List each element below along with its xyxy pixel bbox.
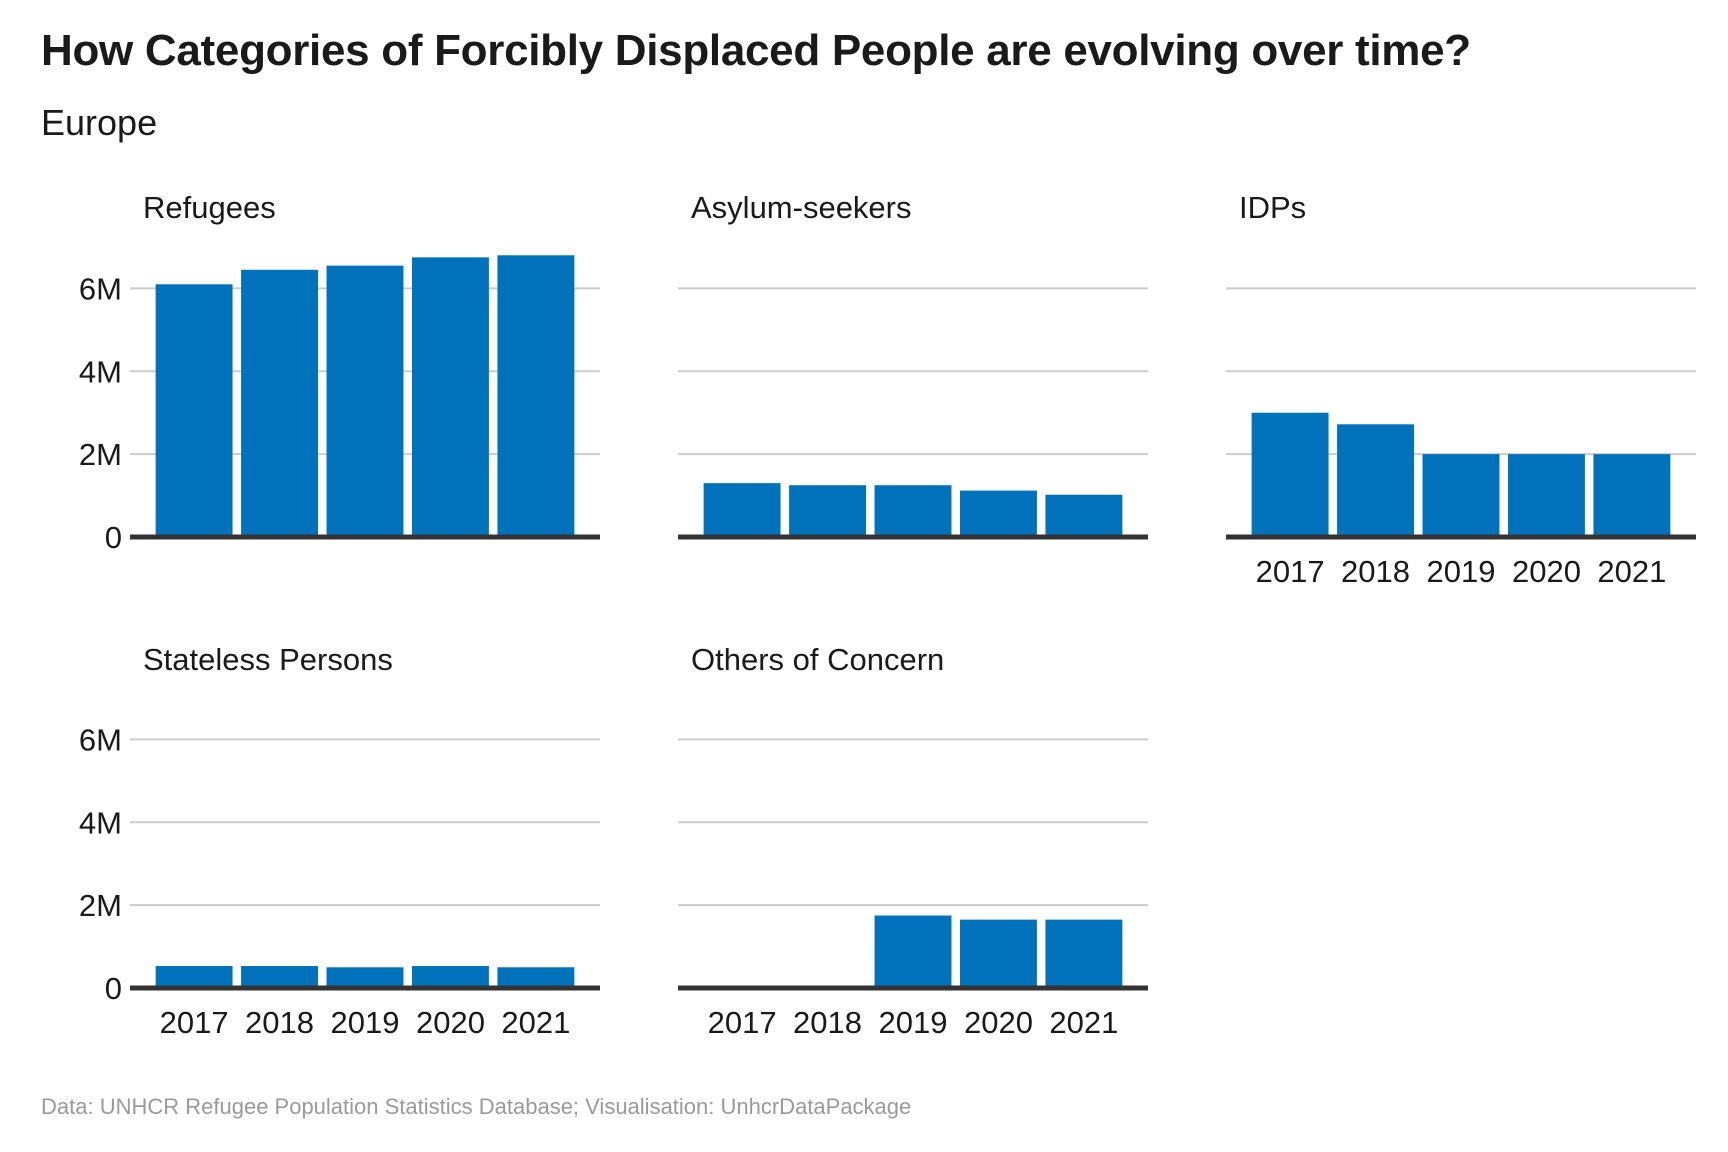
bar-idps-2020 <box>1508 454 1585 537</box>
bar-others-of-concern-2020 <box>960 919 1037 988</box>
bar-idps-2021 <box>1593 454 1671 537</box>
y-tick-label: 4M <box>79 805 122 840</box>
panel-asylum-seekers: Asylum-seekers <box>678 190 1148 540</box>
x-tick-label: 2020 <box>416 1005 485 1040</box>
bar-idps-2019 <box>1422 454 1500 537</box>
x-tick-label: 2017 <box>708 1005 777 1040</box>
panel-title-others-of-concern: Others of Concern <box>691 642 944 677</box>
bar-idps-2018 <box>1337 424 1414 537</box>
x-tick-label: 2020 <box>1512 554 1581 589</box>
x-tick-label: 2018 <box>1341 554 1410 589</box>
x-tick-label: 2018 <box>793 1005 862 1040</box>
x-tick-label: 2020 <box>964 1005 1033 1040</box>
x-tick-label: 2019 <box>331 1005 400 1040</box>
x-tick-label: 2019 <box>879 1005 948 1040</box>
bar-idps-2017 <box>1251 412 1329 537</box>
panel-others-of-concern: Others of Concern 2017 2018 2019 2020 2021 <box>678 642 1148 1040</box>
bar-asylum-seekers-2019 <box>874 485 952 537</box>
bar-asylum-seekers-2021 <box>1045 494 1123 537</box>
y-tick-label: 6M <box>79 722 122 757</box>
chart-subtitle: Europe <box>41 102 158 143</box>
bar-refugees-2020 <box>412 257 489 537</box>
x-tick-label: 2017 <box>160 1005 229 1040</box>
panel-idps: IDPs 2017 2018 2019 2020 2021 <box>1226 190 1696 589</box>
y-tick-label: 0 <box>105 971 122 1006</box>
panel-refugees: Refugees 0 2M 4M 6M <box>79 190 600 555</box>
y-tick-label: 6M <box>79 271 122 306</box>
panel-title-asylum-seekers: Asylum-seekers <box>691 190 912 225</box>
bar-asylum-seekers-2018 <box>789 485 866 537</box>
chart-title: How Categories of Forcibly Displaced Peo… <box>41 26 1471 75</box>
y-tick-label: 0 <box>105 520 122 555</box>
bar-asylum-seekers-2017 <box>703 483 781 537</box>
bar-refugees-2018 <box>241 269 318 537</box>
panel-stateless-persons: Stateless Persons 0 2M 4M 6M 2017 2018 2019 2020… <box>79 642 600 1040</box>
bar-refugees-2017 <box>155 284 233 537</box>
y-tick-label: 4M <box>79 354 122 389</box>
bar-stateless-persons-2017 <box>155 966 233 988</box>
source-caption: Data: UNHCR Refugee Population Statistic… <box>41 1094 912 1119</box>
panel-title-idps: IDPs <box>1239 190 1306 225</box>
bar-stateless-persons-2019 <box>326 967 404 988</box>
x-tick-label: 2021 <box>1049 1005 1118 1040</box>
y-tick-label: 2M <box>79 437 122 472</box>
x-tick-label: 2018 <box>245 1005 314 1040</box>
y-tick-label: 2M <box>79 888 122 923</box>
x-tick-label: 2021 <box>501 1005 570 1040</box>
bar-refugees-2019 <box>326 265 404 537</box>
x-tick-label: 2017 <box>1256 554 1325 589</box>
bar-others-of-concern-2019 <box>874 915 952 988</box>
bar-stateless-persons-2020 <box>412 966 489 988</box>
x-tick-label: 2019 <box>1427 554 1496 589</box>
bar-stateless-persons-2021 <box>497 967 575 988</box>
panel-title-stateless-persons: Stateless Persons <box>143 642 393 677</box>
bar-refugees-2021 <box>497 255 575 538</box>
bar-stateless-persons-2018 <box>241 966 318 988</box>
x-tick-label: 2021 <box>1597 554 1666 589</box>
panel-title-refugees: Refugees <box>143 190 276 225</box>
bar-others-of-concern-2021 <box>1045 919 1123 988</box>
bar-asylum-seekers-2020 <box>960 490 1037 537</box>
